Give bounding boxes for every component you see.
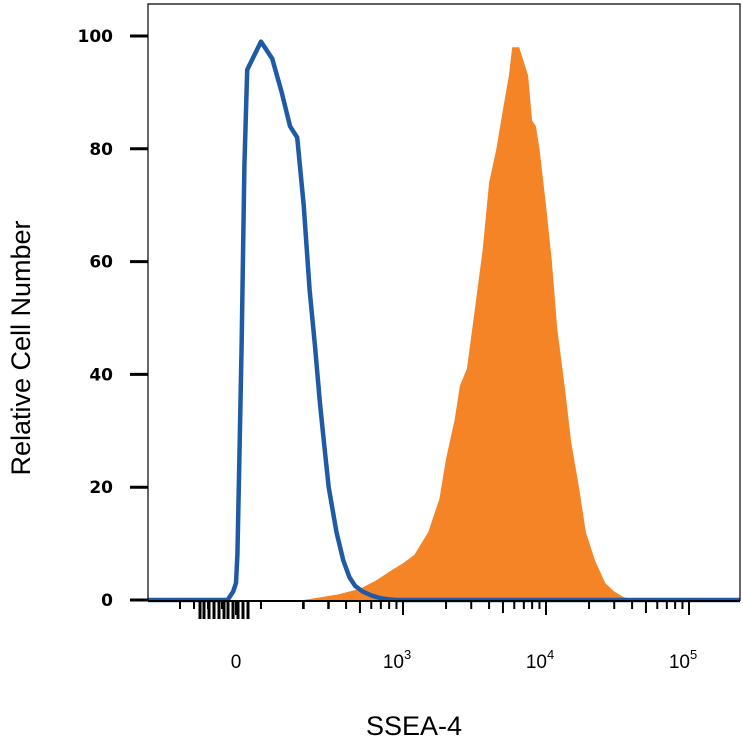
y-tick-label: 40 bbox=[89, 365, 113, 385]
series-0-area bbox=[303, 47, 640, 601]
axes: 0 20 40 60 80 100 0 103 104 105 bbox=[78, 3, 741, 673]
series-1-line bbox=[148, 39, 740, 603]
y-tick-label: 20 bbox=[89, 478, 113, 498]
y-tick-label: 100 bbox=[78, 27, 114, 47]
x-axis-title: SSEA-4 bbox=[366, 711, 462, 741]
x-tick-label: 103 bbox=[383, 647, 411, 673]
x-tick-label: 0 bbox=[231, 652, 242, 673]
y-tick-label: 0 bbox=[101, 591, 113, 611]
y-tick-label: 80 bbox=[89, 140, 113, 160]
plot-frame bbox=[147, 3, 741, 601]
plot-area bbox=[148, 39, 740, 603]
x-tick-label: 105 bbox=[669, 647, 697, 673]
y-axis-title: Relative Cell Number bbox=[6, 220, 36, 475]
y-tick-label: 60 bbox=[89, 253, 113, 273]
x-tick-label: 104 bbox=[526, 647, 554, 673]
